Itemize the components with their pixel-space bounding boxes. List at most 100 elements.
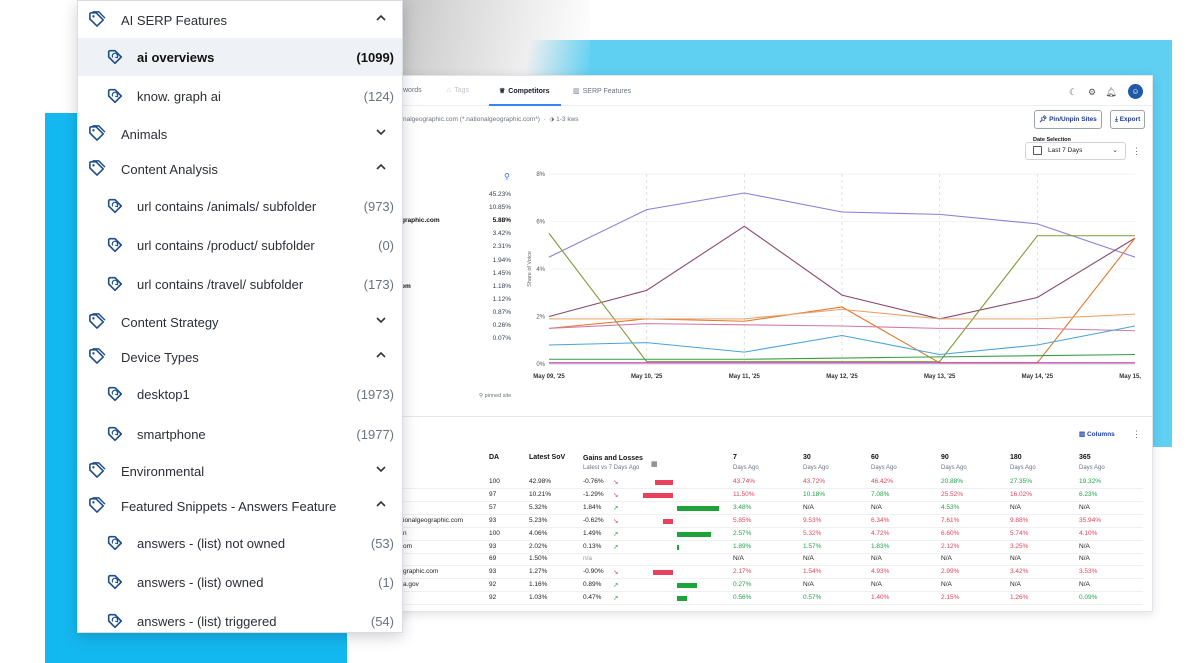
header-gains-losses[interactable]: Gains and Losses [583, 455, 643, 462]
legend-site-name[interactable]: graphic.com [401, 217, 440, 225]
tag-item-row[interactable]: url contains /product/ subfolder (0) [78, 226, 402, 264]
settings-icon[interactable]: ⚙ [1087, 87, 1097, 97]
tag-group-row[interactable]: Animals [78, 115, 402, 153]
date-range-select[interactable]: Last 7 Days ⌄ [1025, 142, 1126, 160]
tag-group-row[interactable]: Content Analysis [78, 150, 402, 188]
columns-button[interactable]: ▥ Columns [1079, 430, 1115, 438]
tag-group-row[interactable]: Featured Snippets - Answers Feature [78, 487, 402, 525]
table-row[interactable]: 69 1.50% n/a N/A N/A N/A N/A N/A N/A [403, 553, 1143, 567]
chevron-up-icon[interactable] [375, 12, 387, 24]
icon-shape [109, 51, 122, 64]
header-latest-sov[interactable]: Latest SoV [529, 454, 566, 461]
tag-icon [88, 313, 106, 329]
header-90-sub: Days Ago [941, 465, 967, 471]
table-row[interactable]: 57 5.32% 1.84% ↗ 3.48% N/A N/A 4.53% N/A N/A [403, 502, 1143, 515]
icon-shape [90, 463, 105, 477]
tag-item-row[interactable]: url contains /animals/ subfolder (973) [78, 187, 402, 225]
tag-group-row[interactable]: Environmental [78, 452, 402, 490]
gain-loss-value: 0.13% [583, 542, 602, 550]
latest-sov: 10.21% [529, 490, 552, 498]
table-row[interactable]: a.gov 92 1.16% 0.89% ↗ 0.27% N/A N/A N/A N/A N/A [403, 579, 1143, 593]
header-365[interactable]: 365 [1079, 454, 1091, 461]
legend-value: 5.88% [492, 217, 511, 225]
tab-competitors[interactable]: ♕ Competitors [499, 87, 550, 95]
tag-item-label: smartphone [137, 427, 206, 442]
days-ago-180: 9.88% [1010, 516, 1029, 524]
days-ago-180: 5.74% [1010, 529, 1029, 537]
tag-group-row[interactable]: Device Types [78, 338, 402, 376]
legend-site-name[interactable]: om [401, 282, 411, 290]
calendar-small-icon[interactable]: ▦ [651, 461, 658, 468]
dynamic-tag-icon [106, 197, 124, 215]
table-row[interactable]: 92 1.03% 0.47% ↗ 0.56% 0.57% 1.40% 2.15% 1.26% 0.… [403, 592, 1143, 606]
tag-group-row[interactable]: AI SERP Features [78, 1, 402, 39]
moon-icon[interactable]: ☾ [1068, 87, 1078, 97]
latest-sov: 1.03% [529, 594, 548, 602]
tag-item-count: (1) [378, 575, 394, 590]
days-ago-180: 3.25% [1010, 542, 1029, 550]
legend-pin-icon[interactable]: ⚲ [504, 172, 510, 181]
tag-item-row[interactable]: desktop1 (1973) [78, 375, 402, 413]
chevron-up-icon[interactable] [375, 498, 387, 510]
tab-tags[interactable]: ⌂ Tags [447, 87, 469, 94]
domain-authority: 93 [489, 542, 497, 550]
site-name[interactable]: n [403, 529, 407, 537]
tag-item-row[interactable]: answers - (list) triggered (54) [78, 602, 402, 632]
table-row[interactable]: n 100 4.06% 1.49% ↗ 2.57% 5.32% 4.72% 6.60% 5.74%… [403, 528, 1143, 541]
trend-up-icon: ↗ [613, 595, 619, 603]
table-row[interactable]: ionalgeographic.com 93 5.23% -0.62% ↘ 5.85% 9.… [403, 515, 1143, 528]
site-name[interactable]: a.gov [403, 581, 419, 589]
chevron-down-icon[interactable] [375, 314, 387, 326]
header-180[interactable]: 180 [1010, 454, 1022, 461]
days-ago-180: 27.35% [1010, 478, 1033, 485]
header-gains-sub: Latest vs 7 Days Ago [583, 465, 640, 471]
table-options-icon[interactable]: ⋮ [1132, 429, 1141, 439]
chevron-up-icon[interactable] [375, 161, 387, 173]
header-90[interactable]: 90 [941, 454, 949, 461]
days-ago-60: 1.40% [871, 594, 890, 602]
tab-serp-features[interactable]: ▥ SERP Features [573, 87, 631, 95]
table-row[interactable]: 97 10.21% -1.29% ↘ 11.50% 10.18% 7.08% 25.52% 16… [403, 489, 1143, 502]
header-60[interactable]: 60 [871, 454, 879, 461]
tag-item-row[interactable]: ai overviews (1099) [78, 38, 402, 76]
x-tick-label: May 09, '25 [533, 374, 565, 380]
table-row[interactable]: om 93 2.02% 0.13% ↗ 1.89% 1.57% 1.83% 2.12% 3.25%… [403, 541, 1143, 554]
latest-sov: 42.98% [529, 478, 552, 485]
tag-item-row[interactable]: smartphone (1977) [78, 415, 402, 453]
tab-keywords[interactable]: words [403, 87, 422, 94]
tag-item-row[interactable]: url contains /travel/ subfolder (173) [78, 265, 402, 303]
days-ago-90: 6.60% [941, 529, 960, 537]
trophy-icon: ♕ [499, 88, 506, 95]
bell-icon[interactable]: 🔔︎ [1105, 87, 1117, 97]
days-ago-7: 3.48% [733, 503, 752, 511]
tag-item-row[interactable]: answers - (list) not owned (53) [78, 524, 402, 562]
tag-item-row[interactable]: know. graph ai (124) [78, 77, 402, 115]
days-ago-90: 20.88% [941, 478, 964, 485]
legend-value: 2.31% [492, 243, 511, 251]
export-button[interactable]: ⤓ Export [1110, 110, 1146, 129]
chevron-up-icon[interactable] [375, 349, 387, 361]
days-ago-365: 3.53% [1079, 568, 1098, 576]
breadcrumb-kws: 1-3 kws [556, 116, 579, 123]
table-row[interactable]: 100 42.98% -0.76% ↘ 43.74% 43.72% 46.42% 20.88%… [403, 476, 1143, 489]
chevron-down-icon[interactable] [375, 463, 387, 475]
days-ago-365: N/A [1079, 581, 1090, 589]
avatar[interactable]: ☺ [1128, 84, 1143, 99]
tag-group-row[interactable]: Content Strategy [78, 303, 402, 341]
site-name[interactable]: ionalgeographic.com [403, 516, 463, 524]
header-30[interactable]: 30 [803, 454, 811, 461]
calendar-icon [1033, 146, 1042, 155]
pin-unpin-sites-button[interactable]: 📌︎ Pin/Unpin Sites [1034, 110, 1102, 129]
chevron-down-icon[interactable] [375, 126, 387, 138]
header-7[interactable]: 7 [733, 454, 737, 461]
more-options-icon[interactable]: ⋮ [1132, 146, 1141, 156]
header-da[interactable]: DA [489, 454, 500, 461]
site-name[interactable]: graphic.com [403, 568, 439, 576]
site-name[interactable]: om [403, 542, 413, 550]
table-row[interactable]: graphic.com 93 1.27% -0.90% ↘ 2.17% 1.54% 4.93%… [403, 566, 1143, 580]
dynamic-tag-icon [106, 236, 124, 254]
trend-down-icon: ↘ [613, 491, 619, 499]
tag-item-row[interactable]: answers - (list) owned (1) [78, 563, 402, 601]
bar-chart-icon: ▥ [573, 88, 580, 95]
